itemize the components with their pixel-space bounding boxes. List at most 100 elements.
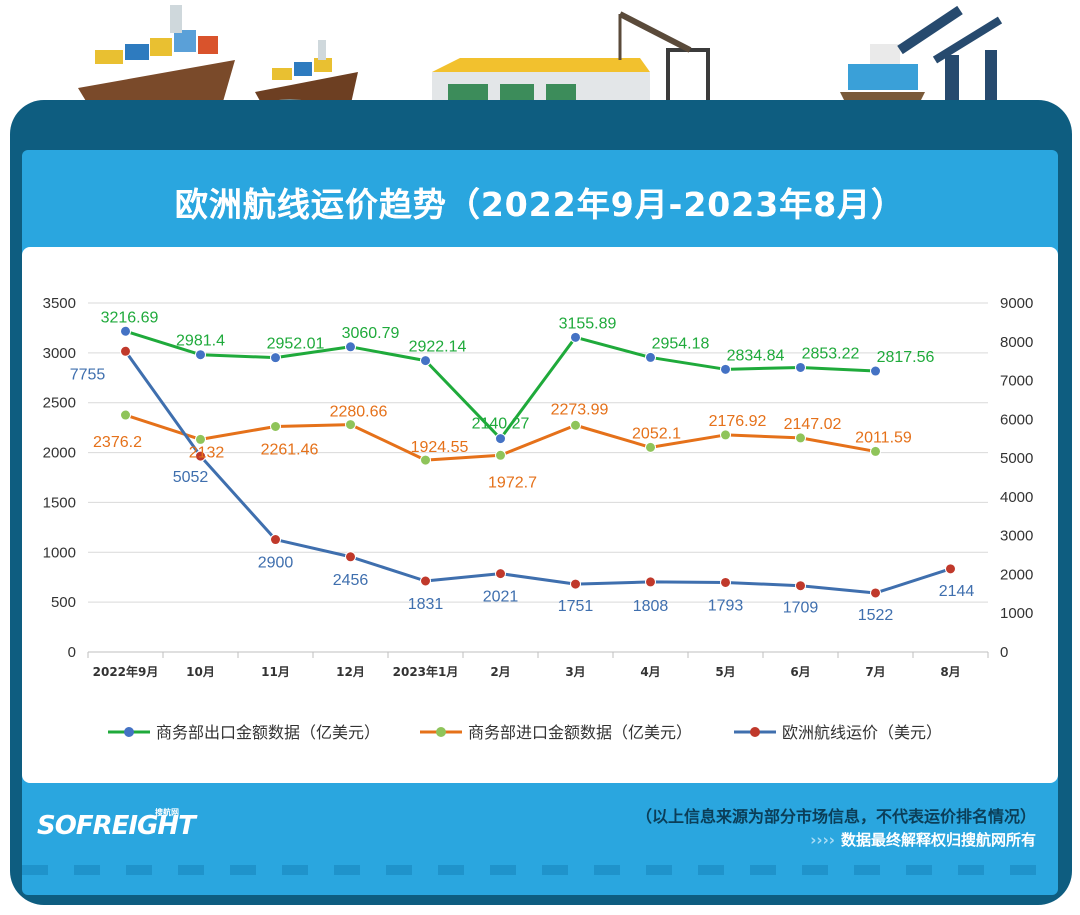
series-2-point xyxy=(645,441,656,453)
series-1-point xyxy=(270,352,281,364)
series-3-data-label: 2900 xyxy=(258,555,294,572)
series-1-data-label: 3216.69 xyxy=(101,309,159,326)
series-3-point xyxy=(345,551,356,563)
series-2-point xyxy=(495,449,506,461)
series-3-data-label: 1793 xyxy=(708,597,744,614)
y-left-tick-label: 3000 xyxy=(43,345,76,362)
series-2-point xyxy=(120,409,131,421)
series-1-point xyxy=(570,331,581,343)
series-3-data-label: 1831 xyxy=(408,596,444,613)
series-3-point xyxy=(495,568,506,580)
series-1-point xyxy=(420,355,431,367)
x-tick-label: 6月 xyxy=(790,665,810,679)
x-tick-label: 8月 xyxy=(940,665,960,679)
series-2-data-label: 2273.99 xyxy=(551,401,609,418)
series-2-data-label: 2147.02 xyxy=(784,416,842,433)
chart-title: 欧洲航线运价趋势（2022年9月-2023年8月） xyxy=(174,185,906,224)
y-right-tick-label: 8000 xyxy=(1000,334,1033,351)
series-1-data-label: 2817.56 xyxy=(877,349,935,366)
legend-label-3: 欧洲航线运价（美元） xyxy=(782,723,942,742)
footer-rights-text: 数据最终解释权归搜航网所有 xyxy=(840,831,1036,849)
legend-label-1: 商务部出口金额数据（亿美元） xyxy=(156,723,380,742)
legend-label-2: 商务部进口金额数据（亿美元） xyxy=(468,723,692,742)
y-left-tick-label: 1000 xyxy=(43,544,76,561)
series-3-point xyxy=(795,580,806,592)
series-1-data-label: 2922.14 xyxy=(409,339,467,356)
data-labels: 3216.69 2981.4 2952.01 3060.79 2922.14 2140.2… xyxy=(70,309,975,624)
series-3-point xyxy=(270,534,281,546)
series-3-data-label: 2456 xyxy=(333,572,369,589)
chevrons-icon: ›››› xyxy=(810,831,835,849)
series-1-point xyxy=(345,341,356,353)
y-right-tick-label: 0 xyxy=(1000,644,1008,661)
series-2-data-label: 2132 xyxy=(189,444,225,461)
series-3-point xyxy=(570,578,581,590)
series-3-data-label: 1709 xyxy=(783,600,819,617)
series-3-point xyxy=(870,587,881,599)
series-1-data-label: 2981.4 xyxy=(176,333,225,350)
x-tick-label: 5月 xyxy=(715,665,735,679)
y-right-tick-label: 1000 xyxy=(1000,605,1033,622)
x-tick-label: 2022年9月 xyxy=(93,664,159,679)
series-1-point xyxy=(645,351,656,363)
series-3-point xyxy=(645,576,656,588)
y-right-tick-label: 7000 xyxy=(1000,373,1033,390)
series-2-point xyxy=(795,432,806,444)
series-2-data-label: 2280.66 xyxy=(330,404,388,421)
series-2-point xyxy=(345,419,356,431)
series-3-data-label: 1522 xyxy=(858,607,894,624)
series-3-data-label: 5052 xyxy=(173,469,209,486)
x-tick-label: 11月 xyxy=(261,665,290,679)
y-right-tick-label: 9000 xyxy=(1000,295,1033,312)
series-line-3 xyxy=(124,350,951,595)
series-1-point xyxy=(720,363,731,375)
y-right-tick-label: 2000 xyxy=(1000,566,1033,583)
x-tick-label: 7月 xyxy=(865,665,885,679)
series-layer xyxy=(120,325,956,599)
footer-rights-note: ›››› 数据最终解释权归搜航网所有 xyxy=(810,829,1036,850)
y-right-tick-label: 3000 xyxy=(1000,528,1033,545)
series-3-data-label: 2144 xyxy=(939,583,975,600)
y-left-tick-label: 500 xyxy=(51,594,76,611)
x-tick-label: 2023年1月 xyxy=(393,664,459,679)
series-2-point xyxy=(870,445,881,457)
x-tick-label: 3月 xyxy=(565,665,585,679)
legend-marker-2 xyxy=(436,727,446,737)
y-left-tick-label: 2500 xyxy=(43,395,76,412)
series-3-data-label: 1751 xyxy=(558,598,594,615)
x-tick-label: 4月 xyxy=(640,665,660,679)
axes: 0 500 1000 1500 2000 2500 3000 3500 0 1000 2000 300… xyxy=(43,295,1034,679)
y-right-tick-label: 5000 xyxy=(1000,450,1033,467)
y-left-tick-label: 0 xyxy=(68,644,76,661)
series-1-point xyxy=(870,365,881,377)
series-3-point xyxy=(720,576,731,588)
series-1-data-label: 2954.18 xyxy=(652,335,710,352)
series-2-data-label: 2261.46 xyxy=(261,442,319,459)
series-1-data-label: 2140.27 xyxy=(472,416,530,433)
chart-card xyxy=(22,247,1058,783)
logo-subtext: 搜航网 xyxy=(155,808,179,817)
series-1-data-label: 2853.22 xyxy=(802,345,860,362)
x-tick-label: 10月 xyxy=(186,665,215,679)
logo-text: SOFREIGHT xyxy=(37,811,196,841)
series-2-data-label: 2376.2 xyxy=(93,434,142,451)
legend: 商务部出口金额数据（亿美元） 商务部进口金额数据（亿美元） 欧洲航线运价（美元） xyxy=(108,723,942,742)
series-2-data-label: 1924.55 xyxy=(411,439,469,456)
legend-marker-3 xyxy=(750,727,760,737)
series-2-data-label: 2011.59 xyxy=(855,429,912,446)
series-3-data-label: 7755 xyxy=(70,366,106,383)
series-1-point xyxy=(495,433,506,445)
series-3-point xyxy=(420,575,431,587)
y-right-tick-label: 4000 xyxy=(1000,489,1033,506)
sofreight-logo: SOFREIGHT 搜航网 xyxy=(37,808,196,841)
bottom-stripe xyxy=(22,865,1058,875)
series-1-data-label: 2952.01 xyxy=(267,336,325,353)
y-left-tick-label: 3500 xyxy=(43,295,76,312)
series-3-point xyxy=(120,345,131,357)
y-left-tick-label: 1500 xyxy=(43,494,76,511)
series-1-data-label: 3155.89 xyxy=(559,315,617,332)
series-2-data-label: 2176.92 xyxy=(709,413,767,430)
series-1-point xyxy=(795,361,806,373)
series-1-data-label: 2834.84 xyxy=(727,347,785,364)
